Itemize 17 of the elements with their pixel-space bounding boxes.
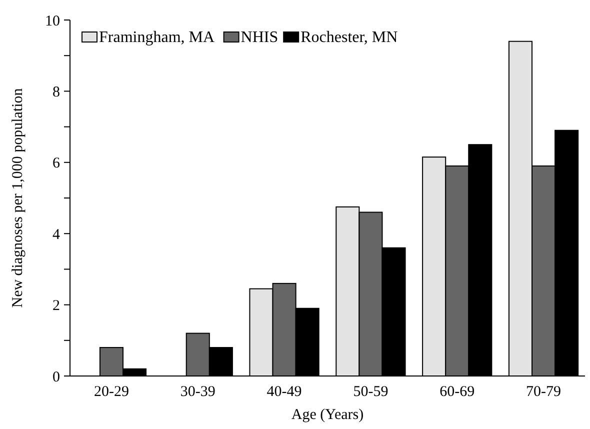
y-tick-label: 10 [45,13,60,30]
y-tick-label: 4 [52,226,60,243]
x-tick-label: 20-29 [94,384,129,400]
x-tick-label: 40-49 [266,384,302,400]
y-tick-label: 0 [52,369,60,386]
y-tick-label: 8 [52,84,60,100]
y-axis-title: New diagnoses per 1,000 population [10,88,26,308]
legend-label: NHIS [240,29,278,46]
x-tick-label: 50-59 [353,384,388,400]
x-axis-title: Age (Years) [291,407,364,423]
x-tick-label: 30-39 [180,384,216,400]
x-tick-label: 70-79 [526,384,562,400]
x-tick-label: 60-69 [440,384,475,400]
legend-label: Rochester, MN [300,29,398,46]
y-tick-label: 2 [52,298,60,314]
y-tick-label: 6 [52,156,60,172]
legend-label: Framingham, MA [99,29,215,46]
